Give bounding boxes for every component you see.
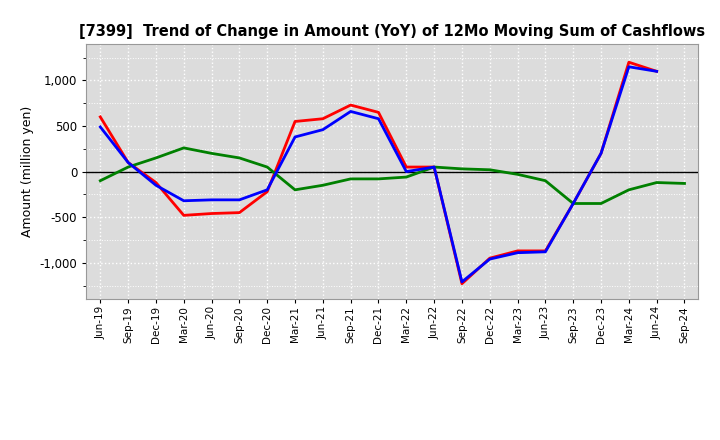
Operating Cashflow xyxy=(624,59,633,65)
Operating Cashflow xyxy=(569,201,577,206)
Free Cashflow xyxy=(569,201,577,206)
Free Cashflow xyxy=(624,64,633,70)
Line: Free Cashflow: Free Cashflow xyxy=(100,67,657,282)
Operating Cashflow xyxy=(263,189,271,194)
Investing Cashflow xyxy=(124,165,132,170)
Operating Cashflow xyxy=(152,180,161,185)
Investing Cashflow xyxy=(541,178,550,183)
Free Cashflow xyxy=(263,187,271,192)
Line: Operating Cashflow: Operating Cashflow xyxy=(100,62,657,284)
Operating Cashflow xyxy=(179,213,188,218)
Free Cashflow xyxy=(124,160,132,165)
Operating Cashflow xyxy=(207,211,216,216)
Operating Cashflow xyxy=(541,248,550,253)
Investing Cashflow xyxy=(152,155,161,161)
Investing Cashflow xyxy=(96,178,104,183)
Operating Cashflow xyxy=(402,165,410,170)
Investing Cashflow xyxy=(430,165,438,170)
Free Cashflow xyxy=(402,169,410,174)
Investing Cashflow xyxy=(318,183,327,188)
Investing Cashflow xyxy=(346,176,355,182)
Operating Cashflow xyxy=(597,151,606,156)
Investing Cashflow xyxy=(680,181,689,186)
Line: Investing Cashflow: Investing Cashflow xyxy=(100,148,685,203)
Operating Cashflow xyxy=(124,160,132,165)
Investing Cashflow xyxy=(652,180,661,185)
Free Cashflow xyxy=(374,116,383,121)
Investing Cashflow xyxy=(207,151,216,156)
Operating Cashflow xyxy=(652,69,661,74)
Operating Cashflow xyxy=(318,116,327,121)
Investing Cashflow xyxy=(263,165,271,170)
Operating Cashflow xyxy=(235,210,243,215)
Investing Cashflow xyxy=(402,174,410,180)
Free Cashflow xyxy=(179,198,188,203)
Investing Cashflow xyxy=(597,201,606,206)
Investing Cashflow xyxy=(458,166,467,172)
Investing Cashflow xyxy=(513,172,522,177)
Investing Cashflow xyxy=(569,201,577,206)
Operating Cashflow xyxy=(291,119,300,124)
Free Cashflow xyxy=(291,134,300,139)
Title: [7399]  Trend of Change in Amount (YoY) of 12Mo Moving Sum of Cashflows: [7399] Trend of Change in Amount (YoY) o… xyxy=(79,24,706,39)
Operating Cashflow xyxy=(96,114,104,120)
Operating Cashflow xyxy=(430,165,438,170)
Free Cashflow xyxy=(318,127,327,132)
Investing Cashflow xyxy=(485,167,494,172)
Investing Cashflow xyxy=(179,145,188,150)
Operating Cashflow xyxy=(346,103,355,108)
Investing Cashflow xyxy=(624,187,633,192)
Free Cashflow xyxy=(597,151,606,156)
Free Cashflow xyxy=(541,249,550,254)
Free Cashflow xyxy=(458,279,467,285)
Legend: Operating Cashflow, Investing Cashflow, Free Cashflow: Operating Cashflow, Investing Cashflow, … xyxy=(142,438,643,440)
Free Cashflow xyxy=(485,257,494,262)
Free Cashflow xyxy=(235,197,243,202)
Y-axis label: Amount (million yen): Amount (million yen) xyxy=(21,106,34,237)
Free Cashflow xyxy=(430,165,438,170)
Free Cashflow xyxy=(513,250,522,255)
Free Cashflow xyxy=(207,197,216,202)
Free Cashflow xyxy=(346,109,355,114)
Operating Cashflow xyxy=(513,248,522,253)
Investing Cashflow xyxy=(235,155,243,161)
Free Cashflow xyxy=(96,124,104,129)
Operating Cashflow xyxy=(458,281,467,286)
Free Cashflow xyxy=(652,69,661,74)
Investing Cashflow xyxy=(291,187,300,192)
Investing Cashflow xyxy=(374,176,383,182)
Operating Cashflow xyxy=(485,256,494,261)
Free Cashflow xyxy=(152,183,161,188)
Operating Cashflow xyxy=(374,110,383,115)
